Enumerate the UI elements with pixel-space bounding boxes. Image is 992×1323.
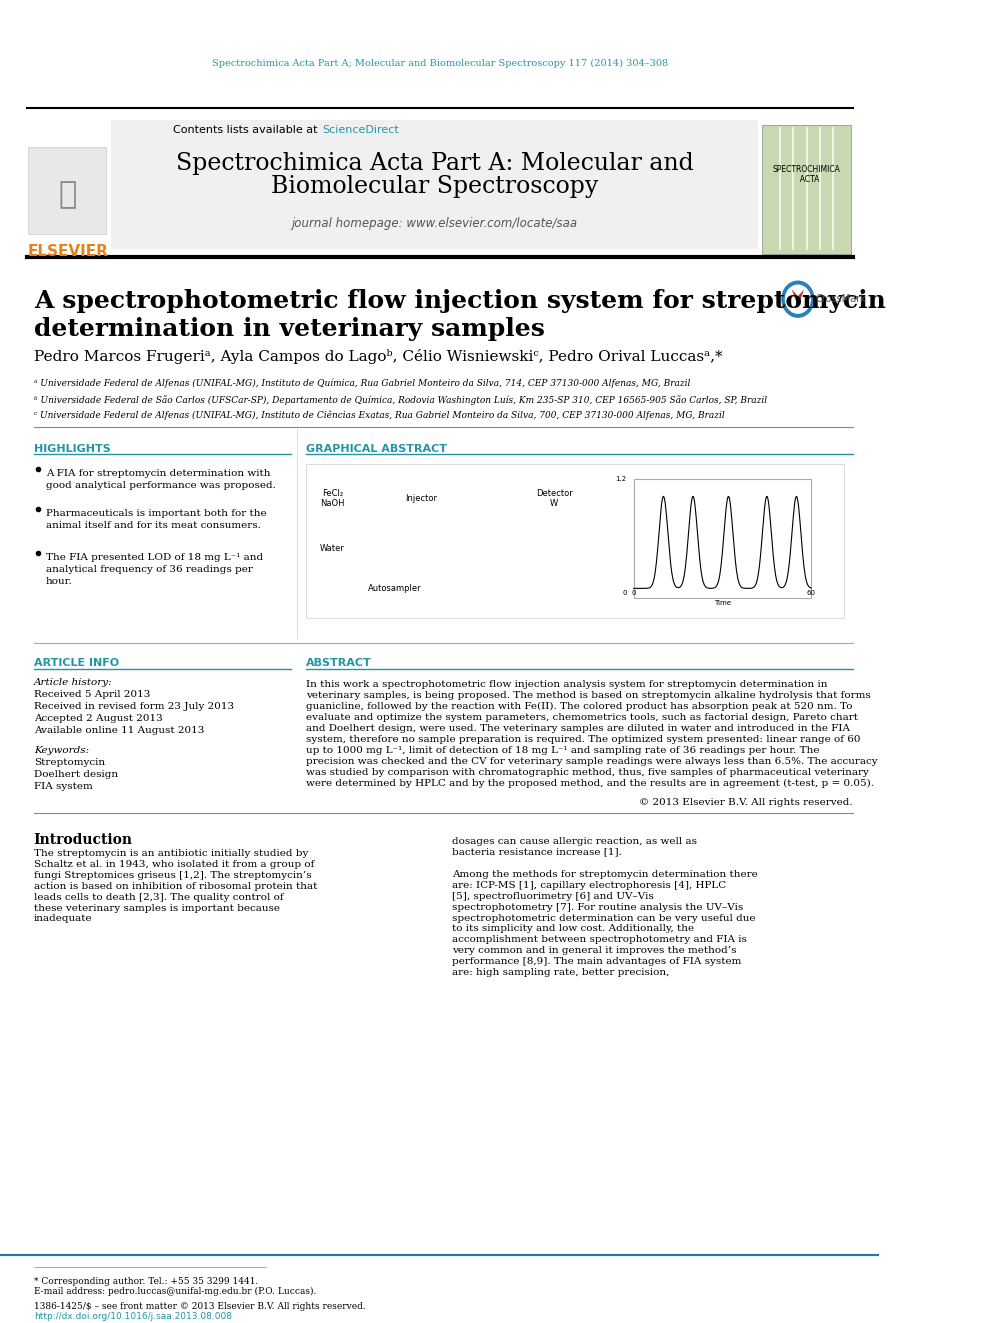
Text: CrossMark: CrossMark bbox=[815, 294, 866, 304]
Text: Pharmaceuticals is important both for the: Pharmaceuticals is important both for th… bbox=[46, 508, 267, 517]
Text: Contents lists available at: Contents lists available at bbox=[173, 124, 321, 135]
Text: Detector
W: Detector W bbox=[536, 490, 572, 508]
Text: up to 1000 mg L⁻¹, limit of detection of 18 mg L⁻¹ and sampling rate of 36 readi: up to 1000 mg L⁻¹, limit of detection of… bbox=[306, 746, 819, 755]
Text: fungi Streptomices griseus [1,2]. The streptomycin’s: fungi Streptomices griseus [1,2]. The st… bbox=[34, 871, 311, 880]
Bar bbox=[763, 124, 851, 254]
Text: ᶜ Universidade Federal de Alfenas (UNIFAL-MG), Instituto de Ciências Exatas, Rua: ᶜ Universidade Federal de Alfenas (UNIFA… bbox=[34, 411, 724, 421]
Text: Doelhert design: Doelhert design bbox=[34, 770, 118, 779]
Text: journal homepage: www.elsevier.com/locate/saa: journal homepage: www.elsevier.com/locat… bbox=[292, 217, 577, 230]
Text: accomplishment between spectrophotometry and FIA is: accomplishment between spectrophotometry… bbox=[452, 935, 747, 945]
Text: [5], spectrofluorimetry [6] and UV–Vis: [5], spectrofluorimetry [6] and UV–Vis bbox=[452, 892, 654, 901]
Text: Article history:: Article history: bbox=[34, 679, 112, 687]
Text: ᵇ Universidade Federal de São Carlos (UFSCar-SP), Departamento de Química, Rodov: ᵇ Universidade Federal de São Carlos (UF… bbox=[34, 396, 767, 405]
Text: Keywords:: Keywords: bbox=[34, 746, 89, 755]
Text: are: ICP-MS [1], capillary electrophoresis [4], HPLC: are: ICP-MS [1], capillary electrophores… bbox=[452, 881, 726, 889]
Text: © 2013 Elsevier B.V. All rights reserved.: © 2013 Elsevier B.V. All rights reserved… bbox=[639, 798, 853, 807]
Text: * Corresponding author. Tel.: +55 35 3299 1441.: * Corresponding author. Tel.: +55 35 329… bbox=[34, 1277, 258, 1286]
Text: HIGHLIGHTS: HIGHLIGHTS bbox=[34, 443, 110, 454]
Text: http://dx.doi.org/10.1016/j.saa.2013.08.008: http://dx.doi.org/10.1016/j.saa.2013.08.… bbox=[34, 1312, 232, 1322]
Text: A spectrophotometric flow injection system for streptomycin: A spectrophotometric flow injection syst… bbox=[34, 290, 886, 314]
Text: 0: 0 bbox=[632, 590, 636, 597]
Text: Biomolecular Spectroscopy: Biomolecular Spectroscopy bbox=[271, 175, 598, 197]
Text: Spectrochimica Acta Part A; Molecular and Biomolecular Spectroscopy 117 (2014) 3: Spectrochimica Acta Part A; Molecular an… bbox=[211, 58, 668, 67]
Polygon shape bbox=[792, 290, 805, 307]
Text: 0: 0 bbox=[622, 590, 627, 597]
FancyBboxPatch shape bbox=[111, 119, 758, 249]
Text: dosages can cause allergic reaction, as well as: dosages can cause allergic reaction, as … bbox=[452, 836, 697, 845]
Text: precision was checked and the CV for veterinary sample readings were always less: precision was checked and the CV for vet… bbox=[306, 757, 878, 766]
Text: The streptomycin is an antibiotic initially studied by: The streptomycin is an antibiotic initia… bbox=[34, 848, 309, 857]
Text: veterinary samples, is being proposed. The method is based on streptomycin alkal: veterinary samples, is being proposed. T… bbox=[306, 691, 871, 700]
Text: 🌳: 🌳 bbox=[59, 180, 76, 209]
Text: analytical frequency of 36 readings per: analytical frequency of 36 readings per bbox=[46, 565, 253, 574]
Text: ScienceDirect: ScienceDirect bbox=[321, 124, 399, 135]
Text: were determined by HPLC and by the proposed method, and the results are in agree: were determined by HPLC and by the propo… bbox=[306, 779, 874, 789]
Text: GRAPHICAL ABSTRACT: GRAPHICAL ABSTRACT bbox=[306, 443, 446, 454]
Text: guanicline, followed by the reaction with Fe(II). The colored product has absorp: guanicline, followed by the reaction wit… bbox=[306, 703, 852, 712]
Text: Water: Water bbox=[320, 544, 345, 553]
Text: to its simplicity and low cost. Additionally, the: to its simplicity and low cost. Addition… bbox=[452, 925, 694, 934]
Text: 1.2: 1.2 bbox=[616, 476, 627, 482]
Text: performance [8,9]. The main advantages of FIA system: performance [8,9]. The main advantages o… bbox=[452, 958, 742, 966]
Text: system, therefore no sample preparation is required. The optimized system presen: system, therefore no sample preparation … bbox=[306, 736, 860, 744]
Text: leads cells to death [2,3]. The quality control of: leads cells to death [2,3]. The quality … bbox=[34, 893, 284, 901]
Text: Time: Time bbox=[714, 601, 731, 606]
Bar bbox=[306, 464, 844, 618]
Text: and Doelhert design, were used. The veterinary samples are diluted in water and : and Doelhert design, were used. The vete… bbox=[306, 724, 850, 733]
Text: 60: 60 bbox=[806, 590, 815, 597]
Text: these veterinary samples is important because: these veterinary samples is important be… bbox=[34, 904, 280, 913]
Text: evaluate and optimize the system parameters, chemometrics tools, such as factori: evaluate and optimize the system paramet… bbox=[306, 713, 858, 722]
Text: Received in revised form 23 July 2013: Received in revised form 23 July 2013 bbox=[34, 703, 234, 710]
Text: bacteria resistance increase [1].: bacteria resistance increase [1]. bbox=[452, 848, 622, 857]
Text: spectrophotometric determination can be very useful due: spectrophotometric determination can be … bbox=[452, 913, 756, 922]
Text: determination in veterinary samples: determination in veterinary samples bbox=[34, 318, 545, 341]
Text: Streptomycin: Streptomycin bbox=[34, 758, 105, 767]
Circle shape bbox=[782, 282, 813, 318]
Text: ARTICLE INFO: ARTICLE INFO bbox=[34, 659, 119, 668]
Text: Available online 11 August 2013: Available online 11 August 2013 bbox=[34, 726, 204, 736]
Text: was studied by comparison with chromatographic method, thus, five samples of pha: was studied by comparison with chromatog… bbox=[306, 767, 869, 777]
Text: A FIA for streptomycin determination with: A FIA for streptomycin determination wit… bbox=[46, 468, 271, 478]
Text: inadequate: inadequate bbox=[34, 914, 92, 923]
Text: spectrophotometry [7]. For routine analysis the UV–Vis: spectrophotometry [7]. For routine analy… bbox=[452, 902, 743, 912]
Text: action is based on inhibition of ribosomal protein that: action is based on inhibition of ribosom… bbox=[34, 881, 317, 890]
Text: Pedro Marcos Frugeriᵃ, Ayla Campos do Lagoᵇ, Célio Wisniewskiᶜ, Pedro Orival Luc: Pedro Marcos Frugeriᵃ, Ayla Campos do La… bbox=[34, 349, 722, 364]
Text: Among the methods for streptomycin determination there: Among the methods for streptomycin deter… bbox=[452, 869, 758, 878]
Text: are: high sampling rate, better precision,: are: high sampling rate, better precisio… bbox=[452, 968, 670, 978]
Text: Schaltz et al. in 1943, who isolated it from a group of: Schaltz et al. in 1943, who isolated it … bbox=[34, 860, 314, 869]
Text: SPECTROCHIMICA
  ACTA: SPECTROCHIMICA ACTA bbox=[773, 165, 840, 184]
Text: E-mail address: pedro.luccas@unifal-mg.edu.br (P.O. Luccas).: E-mail address: pedro.luccas@unifal-mg.e… bbox=[34, 1286, 316, 1295]
Text: FeCl₂
NaOH: FeCl₂ NaOH bbox=[320, 490, 344, 508]
Text: Introduction: Introduction bbox=[34, 832, 133, 847]
Text: In this work a spectrophotometric flow injection analysis system for streptomyci: In this work a spectrophotometric flow i… bbox=[306, 680, 827, 689]
Text: FIA system: FIA system bbox=[34, 782, 92, 791]
Text: Spectrochimica Acta Part A: Molecular and: Spectrochimica Acta Part A: Molecular an… bbox=[176, 152, 693, 175]
Text: 1386-1425/$ – see front matter © 2013 Elsevier B.V. All rights reserved.: 1386-1425/$ – see front matter © 2013 El… bbox=[34, 1302, 365, 1311]
Text: Received 5 April 2013: Received 5 April 2013 bbox=[34, 691, 150, 699]
Text: hour.: hour. bbox=[46, 577, 72, 586]
Bar bbox=[634, 479, 811, 598]
Text: ABSTRACT: ABSTRACT bbox=[306, 659, 372, 668]
Circle shape bbox=[786, 286, 810, 314]
Text: Injector: Injector bbox=[405, 493, 437, 503]
Bar bbox=[27, 119, 111, 249]
Text: Accepted 2 August 2013: Accepted 2 August 2013 bbox=[34, 714, 163, 724]
Bar bbox=[29, 147, 106, 234]
Text: animal itself and for its meat consumers.: animal itself and for its meat consumers… bbox=[46, 520, 261, 529]
Text: very common and in general it improves the method’s: very common and in general it improves t… bbox=[452, 946, 737, 955]
Text: ᵃ Universidade Federal de Alfenas (UNIFAL-MG), Instituto de Química, Rua Gabriel: ᵃ Universidade Federal de Alfenas (UNIFA… bbox=[34, 378, 690, 389]
Text: ELSEVIER: ELSEVIER bbox=[28, 245, 109, 259]
Text: The FIA presented LOD of 18 mg L⁻¹ and: The FIA presented LOD of 18 mg L⁻¹ and bbox=[46, 553, 263, 562]
Text: good analytical performance was proposed.: good analytical performance was proposed… bbox=[46, 480, 276, 490]
Text: Autosampler: Autosampler bbox=[368, 583, 422, 593]
